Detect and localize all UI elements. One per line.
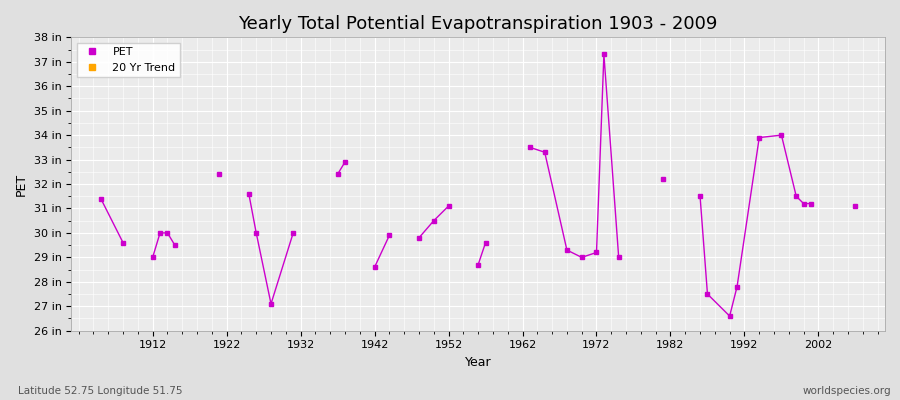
Text: Latitude 52.75 Longitude 51.75: Latitude 52.75 Longitude 51.75 — [18, 386, 183, 396]
Legend: PET, 20 Yr Trend: PET, 20 Yr Trend — [76, 43, 180, 77]
Text: worldspecies.org: worldspecies.org — [803, 386, 891, 396]
Title: Yearly Total Potential Evapotranspiration 1903 - 2009: Yearly Total Potential Evapotranspiratio… — [238, 15, 718, 33]
Y-axis label: PET: PET — [15, 172, 28, 196]
X-axis label: Year: Year — [464, 356, 491, 369]
